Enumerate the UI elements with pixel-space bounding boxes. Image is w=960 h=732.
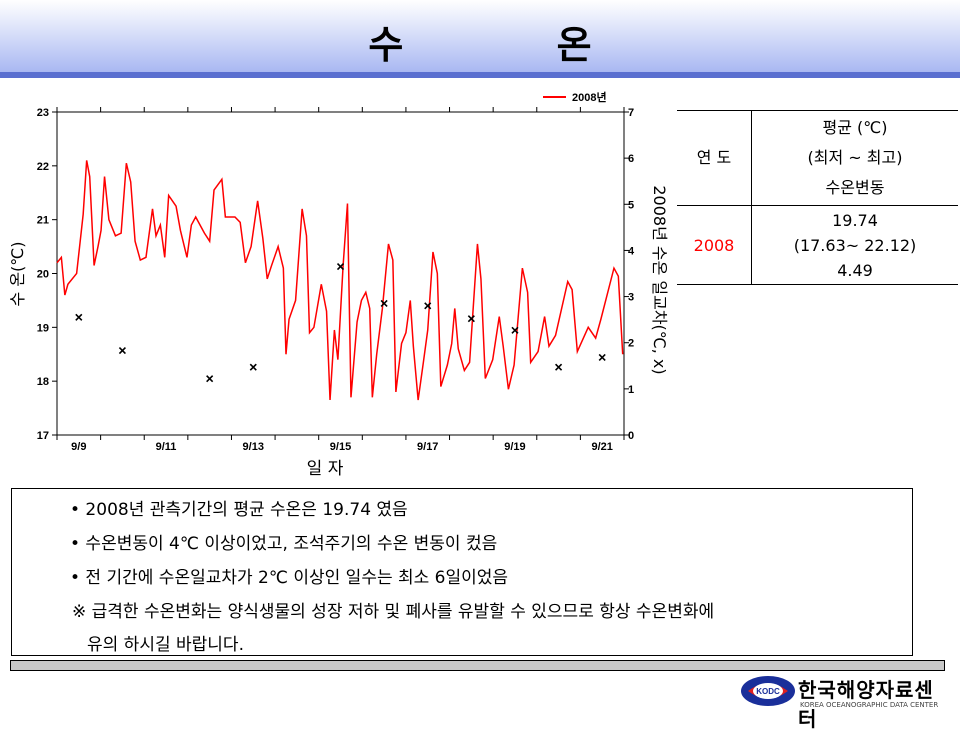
daily-range-marker bbox=[380, 299, 388, 308]
x-tick-label: 9/17 bbox=[417, 441, 438, 453]
header-stripe bbox=[0, 72, 960, 78]
x-tick-label: 9/21 bbox=[591, 441, 612, 453]
page-title: 수 온 bbox=[368, 23, 662, 67]
daily-range-marker bbox=[467, 315, 475, 323]
y-tick-label: 18 bbox=[37, 376, 49, 388]
header-variation: 수온변동 bbox=[825, 178, 885, 197]
x-tick-label: 9/11 bbox=[156, 441, 177, 453]
y-tick-label: 19 bbox=[37, 322, 49, 334]
header-mean: 평균 (℃) bbox=[822, 118, 888, 137]
daily-range-marker bbox=[249, 363, 257, 371]
footer-bar bbox=[10, 660, 945, 671]
x-tick-label: 9/13 bbox=[243, 441, 264, 453]
y2-tick-label: 2 bbox=[628, 338, 634, 350]
daily-range-marker bbox=[424, 302, 432, 310]
y-tick-label: 21 bbox=[37, 215, 49, 227]
note-1: • 2008년 관측기간의 평균 수온은 19.74 였음 bbox=[70, 500, 408, 520]
table-row: 2008 19.74 (17.63~ 22.12) 4.49 bbox=[677, 205, 958, 285]
y-tick-label: 20 bbox=[37, 269, 49, 281]
range-value: (17.63~ 22.12) bbox=[793, 235, 917, 255]
table-header-row: 연 도 평균 (℃) (최저 ~ 최고) 수온변동 bbox=[677, 110, 958, 206]
temperature-line bbox=[56, 160, 624, 401]
mean-value: 19.74 bbox=[832, 210, 878, 230]
variation-value: 4.49 bbox=[837, 260, 873, 280]
note-2: • 수온변동이 4℃ 이상이었고, 조석주기의 수온 변동이 컸음 bbox=[70, 534, 498, 554]
daily-range-marker bbox=[336, 263, 345, 271]
y-axis-label: 수 온(℃) bbox=[8, 242, 27, 307]
header-range: (최저 ~ 최고) bbox=[807, 148, 903, 167]
y2-tick-label: 6 bbox=[628, 153, 634, 165]
daily-range-marker bbox=[75, 313, 83, 321]
svg-text:KODC: KODC bbox=[756, 687, 780, 696]
note-3: • 전 기간에 수온일교차가 2℃ 이상인 일수는 최소 6일이었음 bbox=[70, 568, 509, 588]
header-banner bbox=[0, 0, 960, 72]
note-warning-cont: 유의 하시길 바랍니다. bbox=[87, 635, 244, 655]
x-tick-label: 9/15 bbox=[330, 441, 351, 453]
daily-range-marker bbox=[118, 346, 126, 355]
y-tick-label: 17 bbox=[37, 430, 49, 442]
y-tick-label: 23 bbox=[37, 107, 49, 119]
y2-tick-label: 1 bbox=[628, 384, 634, 396]
notes-box: • 2008년 관측기간의 평균 수온은 19.74 였음 • 수온변동이 4℃… bbox=[11, 488, 913, 656]
y-tick-label: 22 bbox=[37, 161, 49, 173]
y2-tick-label: 7 bbox=[628, 107, 634, 119]
header-stats: 평균 (℃) (최저 ~ 최고) 수온변동 bbox=[751, 110, 958, 206]
y2-tick-label: 4 bbox=[628, 245, 635, 257]
x-tick-label: 9/9 bbox=[71, 441, 86, 453]
year-cell: 2008 bbox=[677, 205, 752, 285]
kodc-logo: KODC 한국해양자료센터 KOREA OCEANOGRAPHIC DATA C… bbox=[740, 672, 950, 731]
daily-range-marker bbox=[206, 375, 214, 383]
x-tick-label: 9/19 bbox=[504, 441, 525, 453]
daily-range-marker bbox=[555, 363, 563, 371]
daily-range-marker bbox=[598, 353, 606, 362]
stats-cell: 19.74 (17.63~ 22.12) 4.49 bbox=[751, 205, 958, 285]
legend-label: 2008년 bbox=[572, 90, 607, 104]
y2-tick-label: 3 bbox=[628, 292, 634, 304]
daily-range-marker bbox=[511, 326, 519, 334]
header-year: 연 도 bbox=[677, 110, 752, 206]
y2-tick-label: 0 bbox=[628, 430, 634, 442]
x-axis-label: 일 자 bbox=[307, 459, 344, 479]
y2-axis-label: 2008년 수온 일교차(℃, x) bbox=[650, 185, 669, 374]
note-warning: ※ 급격한 수온변화는 양식생물의 성장 저하 및 폐사를 유발할 수 있으므로… bbox=[72, 602, 715, 622]
stats-table: 연 도 평균 (℃) (최저 ~ 최고) 수온변동 2008 19.74 (17… bbox=[677, 110, 958, 285]
y2-tick-label: 5 bbox=[628, 199, 634, 211]
plot-frame bbox=[56, 111, 625, 436]
kodc-emblem-icon: KODC bbox=[741, 676, 795, 706]
logo-name-en: KOREA OCEANOGRAPHIC DATA CENTER bbox=[800, 701, 939, 709]
